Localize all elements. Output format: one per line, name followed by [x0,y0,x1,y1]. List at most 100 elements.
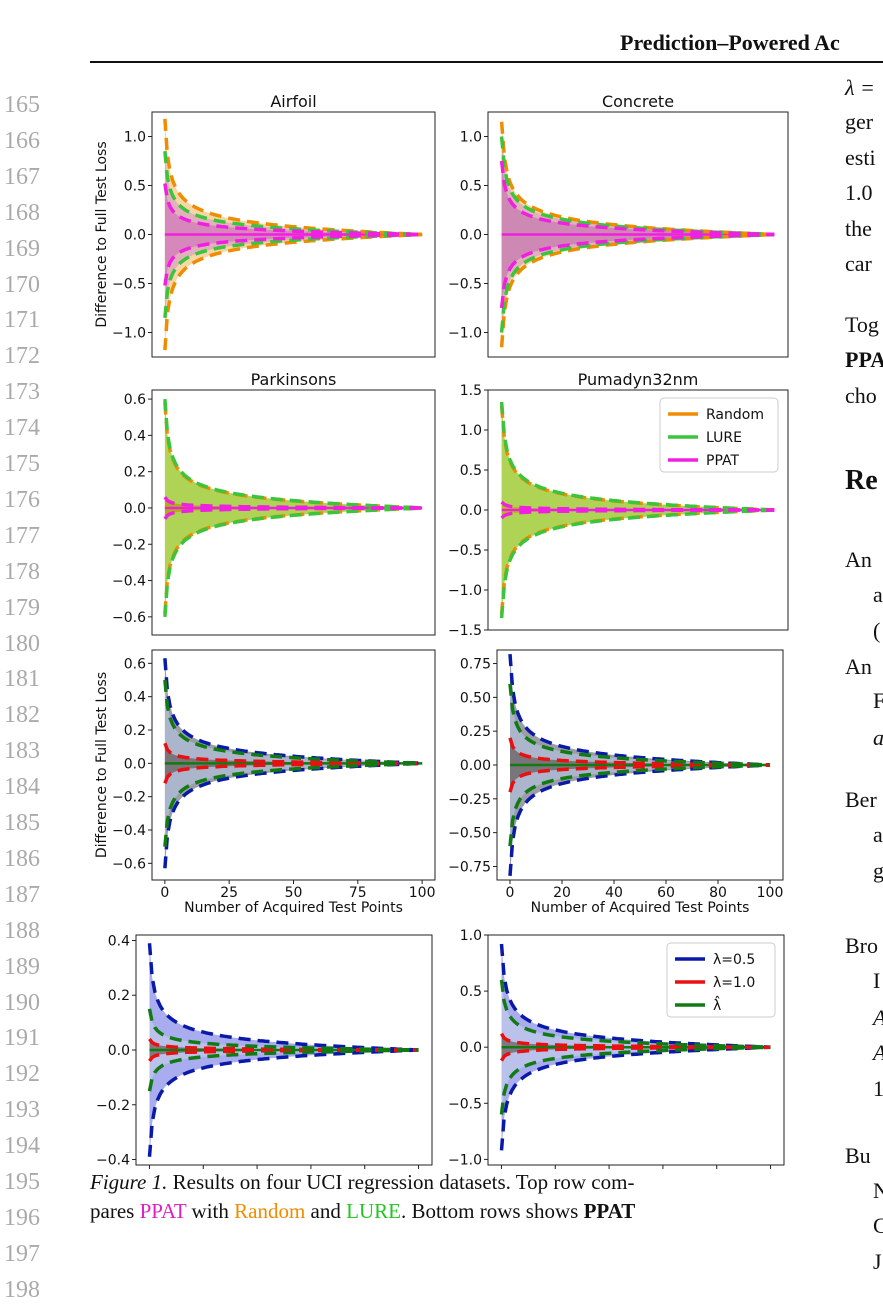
right-column-fragment: I [873,968,881,993]
series-bound-line [508,653,771,767]
y-tick-label: 0.5 [460,179,482,195]
right-column-fragment: F [873,688,883,713]
legend-label: λ=1.0 [713,975,755,991]
line-number: 179 [4,594,40,621]
caption-text-2a: pares [90,1199,140,1223]
y-tick-label: 0.4 [124,428,146,444]
right-column-fragment: A [873,1005,883,1031]
series-bound-line [163,679,423,766]
chart-panel: −1.0 −0.5 0.0 0.5 1.0 Airfoil Difference to Fu… [94,92,436,358]
series-bound-line [147,1008,419,1052]
series-bound-line [499,160,775,237]
series-bound-line [163,506,423,520]
line-number: 169 [4,235,40,262]
series-bound-line [499,508,775,619]
y-tick-label: −0.2 [112,790,146,806]
y-tick-label: 0.2 [124,465,146,481]
x-tick-label: 40 [605,885,623,901]
line-number: 172 [4,343,40,370]
series-bound-line [163,151,423,237]
y-tick-label: 0.0 [124,501,146,517]
line-number: 196 [4,1204,40,1231]
y-tick-label: −0.25 [448,792,491,808]
y-tick-label: 0.0 [460,503,482,519]
figure-1: −1.0 −0.5 0.0 0.5 1.0 Airfoil Difference to Fu… [94,92,789,1169]
series-bound-line [163,232,423,286]
y-tick-label: 0.6 [124,656,146,672]
right-column-fragment: N [873,1178,883,1203]
chart-panel: −0.6 −0.4 −0.2 0.0 0.2 0.4 0.6 Parkinsons [112,370,436,636]
y-tick-label: 0.0 [108,1043,130,1059]
y-tick-label: 0.0 [124,228,146,244]
chart-title: Concrete [602,92,674,111]
y-tick-label: −1.0 [448,326,482,342]
caption-ppat: PPAT [139,1199,187,1223]
right-column-fragment: PPA [845,347,883,372]
y-tick-label: 0.5 [460,984,482,1000]
right-column-fragment: 1 [873,1076,883,1101]
series-bound-line [147,1048,419,1157]
series-bound-line [508,763,771,847]
right-column-fragment: car [845,251,872,276]
y-tick-label: 1.0 [460,928,482,944]
legend-label: LURE [706,430,742,446]
line-number: 175 [4,451,40,477]
series-bound-line [163,398,423,510]
chart-title: Airfoil [270,92,316,111]
line-number: 174 [4,415,40,442]
right-column-fragment: Bu [845,1143,871,1168]
line-number: 183 [4,738,40,765]
right-column-fragment: ( [873,618,881,643]
right-column-fragment: 1.0 [845,180,873,205]
chart-panel: −1.5 −1.0 −0.5 0.0 0.5 1.0 1.5 Pumadyn32nm [448,370,789,639]
y-tick-label: −0.4 [112,823,146,839]
y-tick-label: 0.5 [124,179,146,195]
caption-random: Random [234,1199,306,1223]
right-column-fragment: A [873,1040,883,1066]
right-column-fragment: a [873,822,883,847]
line-number: 185 [4,810,40,836]
caption-lure: LURE [346,1199,401,1223]
chart-panel: −0.4−0.20.00.20.4020406080100Number of A… [96,933,433,1169]
y-tick-label: 1.0 [460,130,482,146]
line-number: 197 [4,1240,40,1267]
series-bound-line [148,1048,419,1063]
caption-label: Figure 1. [90,1170,168,1194]
line-number: 167 [4,163,40,190]
y-tick-label: 0.75 [460,657,491,673]
right-column-fragment: λ = [845,75,875,100]
y-tick-label: −0.4 [112,574,146,590]
series-bound-line [499,232,775,309]
y-tick-label: 0.25 [460,724,491,740]
x-tick-label: 100 [409,885,436,901]
right-column-fragment: esti [845,145,876,170]
series-bound-line [500,1045,771,1062]
caption-text-2d: . Bottom rows shows [400,1199,584,1223]
y-tick-label: −0.5 [448,543,482,559]
line-number: 177 [4,522,40,549]
series-bound-line [508,683,771,767]
y-tick-label: 0.0 [124,756,146,772]
chart-title: Pumadyn32nm [578,370,699,389]
y-tick-label: −0.6 [112,856,146,872]
line-number: 190 [4,989,40,1016]
x-axis-label: Number of Acquired Test Points [531,900,750,916]
caption-text-2c: and [305,1199,347,1223]
legend: λ=0.5 λ=1.0 λ̂ [666,942,776,1018]
series-bound-line [163,761,423,847]
line-number: 165 [4,92,40,118]
line-number: 180 [4,630,40,657]
series-bound-line [163,742,423,766]
right-column-fragment: An [845,654,872,679]
x-tick-label: 0 [160,885,169,901]
line-number: 194 [4,1133,40,1160]
legend-label: λ=0.5 [713,952,755,968]
right-column-fragment: the [845,216,872,241]
line-number: 188 [4,917,40,944]
right-column-fragment: J [873,1249,882,1274]
series-bound-line [499,1045,771,1151]
line-number: 195 [4,1169,40,1195]
legend-box [666,942,776,1018]
y-tick-label: 1.0 [124,130,146,146]
y-tick-label: 0.2 [124,723,146,739]
